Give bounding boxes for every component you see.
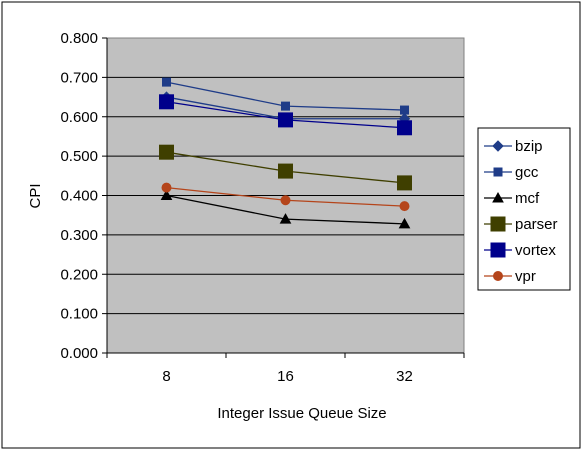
data-point-vortex — [397, 120, 412, 136]
data-point-gcc — [162, 77, 171, 87]
y-tick-label: 0.700 — [60, 69, 98, 86]
legend-item-vpr: vpr — [484, 268, 536, 285]
legend-label-vortex: vortex — [515, 242, 556, 259]
legend-marker-vpr — [493, 271, 503, 281]
data-point-parser — [159, 144, 174, 160]
legend-label-mcf: mcf — [515, 190, 540, 207]
x-axis-title: Integer Issue Queue Size — [217, 405, 386, 422]
data-point-mcf — [160, 189, 173, 200]
legend-label-bzip: bzip — [515, 138, 543, 155]
y-tick-label: 0.300 — [60, 227, 98, 244]
series-parser — [159, 144, 412, 191]
legend-marker-bzip — [492, 140, 504, 152]
series-vortex — [159, 94, 412, 136]
y-tick-label: 0.400 — [60, 188, 98, 205]
data-point-vortex — [159, 94, 174, 110]
legend-label-vpr: vpr — [515, 268, 536, 285]
y-tick-label: 0.500 — [60, 148, 98, 165]
data-point-parser — [397, 175, 412, 191]
legend: bzip gcc mcf parser vortex vpr — [477, 127, 571, 291]
legend-item-vortex: vortex — [484, 242, 556, 259]
x-tick-label: 8 — [162, 368, 170, 385]
data-point-gcc — [281, 101, 290, 111]
data-point-vpr — [280, 195, 291, 206]
legend-item-gcc: gcc — [484, 164, 539, 181]
y-tick-label: 0.600 — [60, 109, 98, 126]
y-tick-label: 0.000 — [60, 345, 98, 362]
x-axis: 8 16 32 — [106, 352, 465, 385]
data-point-vpr — [399, 201, 410, 212]
data-point-parser — [278, 163, 293, 179]
x-tick-label: 32 — [396, 368, 413, 385]
data-point-mcf — [398, 217, 411, 229]
data-point-vpr — [161, 182, 172, 193]
legend-marker-gcc — [493, 167, 503, 177]
x-tick-label: 16 — [277, 368, 294, 385]
y-axis-title: CPI — [27, 183, 44, 208]
series-layer — [159, 77, 412, 229]
legend-item-bzip: bzip — [484, 138, 543, 155]
legend-box — [477, 127, 571, 291]
y-tick-label: 0.200 — [60, 266, 98, 283]
legend-item-parser: parser — [484, 216, 558, 233]
series-mcf — [160, 189, 411, 229]
series-vpr — [161, 182, 410, 212]
legend-label-parser: parser — [515, 216, 558, 233]
y-tick-label: 0.800 — [60, 30, 98, 47]
series-gcc — [162, 77, 409, 115]
y-tick-label: 0.100 — [60, 306, 98, 323]
legend-marker-mcf — [492, 191, 504, 203]
y-axis: 0.000 0.100 0.200 0.300 0.400 0.500 0.600 0.700… — [60, 30, 108, 362]
data-point-gcc — [400, 105, 409, 115]
legend-item-mcf: mcf — [484, 190, 540, 207]
legend-marker-parser — [490, 216, 506, 232]
legend-marker-vortex — [490, 242, 506, 258]
data-point-mcf — [279, 213, 292, 224]
legend-label-gcc: gcc — [515, 164, 539, 181]
data-point-vortex — [278, 112, 293, 128]
